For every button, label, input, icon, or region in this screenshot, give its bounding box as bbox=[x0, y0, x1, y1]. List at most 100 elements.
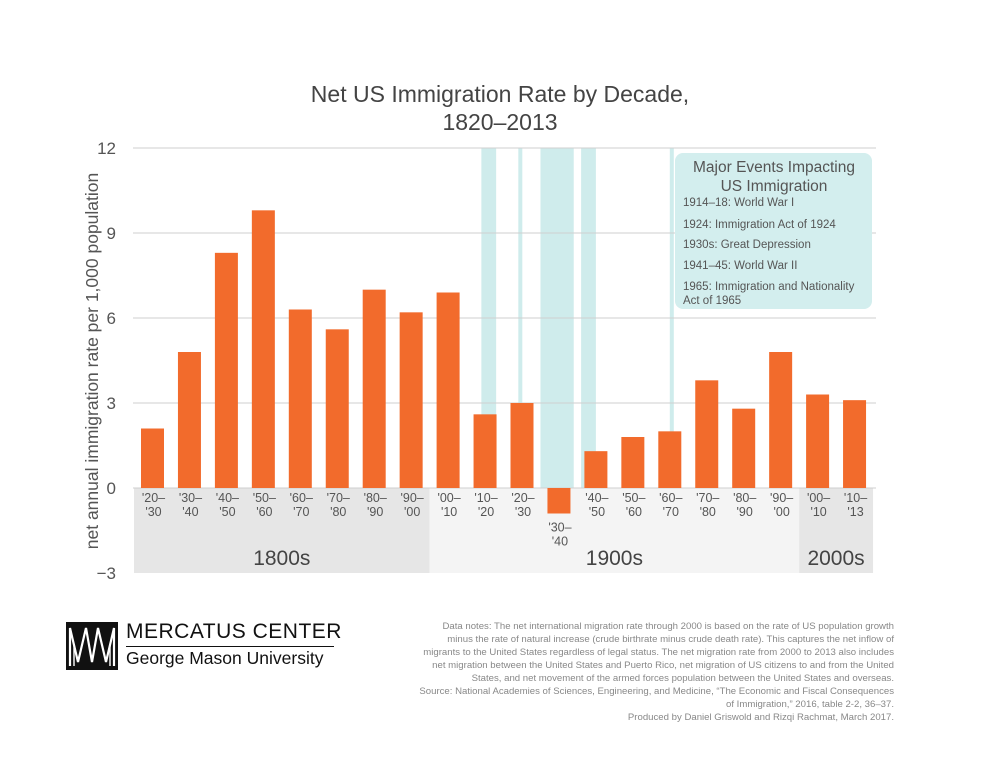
x-tick-label-line: '13 bbox=[847, 505, 863, 519]
bar-12 bbox=[584, 451, 608, 488]
century-band-1900s bbox=[429, 488, 800, 573]
x-tick-label-line: '00– bbox=[437, 491, 460, 505]
legend-item-line: 1930s: Great Depression bbox=[683, 239, 811, 251]
bar-0 bbox=[141, 428, 164, 488]
y-tick-label: 9 bbox=[107, 224, 116, 243]
x-tick-label-line: '90 bbox=[737, 505, 753, 519]
x-tick-label-line: '00 bbox=[774, 505, 790, 519]
x-tick-label-line: '60 bbox=[626, 505, 642, 519]
x-tick-label: '10– '20 bbox=[474, 491, 497, 519]
legend-item: 1914–18: World War I bbox=[683, 197, 794, 209]
x-tick-label: '80– '90 bbox=[364, 491, 387, 519]
x-tick-label: '70– '80 bbox=[327, 491, 350, 519]
century-band-1800s bbox=[134, 488, 430, 573]
x-tick-label: '20– '30 bbox=[142, 491, 165, 519]
note-line: net migration between the United States … bbox=[432, 660, 894, 671]
x-tick-label: '70– '80 bbox=[696, 491, 719, 519]
bar-17 bbox=[769, 352, 793, 488]
x-tick-label-line: '80 bbox=[330, 505, 346, 519]
bar-2 bbox=[214, 252, 238, 488]
x-tick-label-line: '50 bbox=[219, 505, 235, 519]
bar-18 bbox=[806, 394, 830, 488]
x-tick-label: '20– '30 bbox=[511, 491, 534, 519]
legend-box bbox=[675, 153, 872, 309]
x-tick-label-line: '70– bbox=[696, 491, 719, 505]
legend-title-line1: Major Events Impacting bbox=[693, 159, 855, 176]
x-tick-label-line: '00 bbox=[404, 505, 420, 519]
x-tick-label: '80– '90 bbox=[733, 491, 756, 519]
note-line: Source: National Academies of Sciences, … bbox=[419, 686, 894, 697]
x-tick-label-line: '70 bbox=[293, 505, 309, 519]
x-tick-label: '00– '10 bbox=[437, 491, 460, 519]
note-line: Data notes: The net international migrat… bbox=[442, 621, 894, 632]
x-tick-label-line: '40 bbox=[552, 535, 568, 549]
x-tick-label: '10– '13 bbox=[844, 491, 867, 519]
x-tick-label-line: '70 bbox=[663, 505, 679, 519]
legend-item-line: Act of 1965 bbox=[683, 295, 741, 307]
x-tick-label-line: '60 bbox=[256, 505, 272, 519]
y-tick-label: 3 bbox=[107, 394, 116, 413]
century-label-1900s: 1900s bbox=[586, 547, 643, 570]
chart-title: Net US Immigration Rate by Decade, 1820–… bbox=[0, 80, 1000, 136]
x-tick-label-line: '80 bbox=[700, 505, 716, 519]
bar-16 bbox=[732, 408, 756, 488]
x-tick-label-line: '10– bbox=[844, 491, 867, 505]
x-tick-label-line: '30 bbox=[145, 505, 161, 519]
y-tick-label: 0 bbox=[107, 479, 116, 498]
x-tick-label: '60– '70 bbox=[659, 491, 682, 519]
legend-item: 1965: Immigration and Nationality Act of … bbox=[683, 281, 855, 307]
x-tick-label-line: '30– bbox=[179, 491, 202, 505]
x-tick-label: '00– '10 bbox=[807, 491, 830, 519]
x-tick-label-line: '40– bbox=[216, 491, 239, 505]
y-tick-label: 12 bbox=[97, 139, 116, 158]
bar-5 bbox=[325, 329, 349, 488]
legend-item: 1930s: Great Depression bbox=[683, 239, 811, 251]
x-tick-label-line: '20– bbox=[511, 491, 534, 505]
bar-1 bbox=[177, 352, 201, 488]
mercatus-logo: MERCATUS CENTER George Mason University bbox=[66, 620, 356, 670]
x-tick-label-line: '80– bbox=[364, 491, 387, 505]
x-tick-label-line: '90– bbox=[401, 491, 424, 505]
century-label-2000s: 2000s bbox=[807, 547, 864, 570]
note-line: Produced by Daniel Griswold and Rizqi Ra… bbox=[627, 712, 894, 723]
x-tick-label: '50– '60 bbox=[622, 491, 645, 519]
x-tick-label-line: '50 bbox=[589, 505, 605, 519]
chart-title-line2: 1820–2013 bbox=[442, 109, 558, 135]
bar-19 bbox=[843, 400, 867, 488]
bar-9 bbox=[473, 414, 497, 488]
note-line: States, and net movement of the armed fo… bbox=[471, 673, 894, 684]
x-tick-label-line: '90– bbox=[770, 491, 793, 505]
bar-10 bbox=[510, 403, 534, 488]
bar-15 bbox=[695, 380, 719, 488]
bar-14 bbox=[658, 431, 682, 488]
x-tick-label-line: '80– bbox=[733, 491, 756, 505]
x-tick-label-line: '30 bbox=[515, 505, 531, 519]
note-line: minus the rate of natural increase (crud… bbox=[447, 634, 894, 645]
x-tick-label-line: '30– bbox=[548, 521, 571, 535]
x-tick-label-line: '10 bbox=[810, 505, 826, 519]
x-tick-label-line: '10 bbox=[441, 505, 457, 519]
y-tick-label: −3 bbox=[97, 564, 116, 583]
mercatus-logo-mark-icon bbox=[66, 622, 118, 670]
x-tick-label-line: '90 bbox=[367, 505, 383, 519]
note-line: of Immigration,” 2016, table 2-2, 36–37. bbox=[726, 699, 894, 710]
legend-item: 1924: Immigration Act of 1924 bbox=[683, 219, 836, 231]
x-tick-label-line: '10– bbox=[474, 491, 497, 505]
x-tick-label-line: '60– bbox=[290, 491, 313, 505]
x-tick-label-line: '40 bbox=[182, 505, 198, 519]
bar-7 bbox=[399, 312, 423, 488]
chart-title-line1: Net US Immigration Rate by Decade, bbox=[310, 81, 690, 107]
x-tick-label: '30– '40 bbox=[179, 491, 202, 519]
x-tick-label: '60– '70 bbox=[290, 491, 313, 519]
x-tick-label-line: '20– bbox=[142, 491, 165, 505]
x-tick-label: '90– '00 bbox=[401, 491, 424, 519]
x-tick-label: '30– '40 bbox=[548, 521, 571, 549]
x-tick-label: '50– '60 bbox=[253, 491, 276, 519]
x-tick-label-line: '50– bbox=[253, 491, 276, 505]
x-tick-label: '90– '00 bbox=[770, 491, 793, 519]
bar-11 bbox=[547, 488, 571, 514]
logo-subtitle: George Mason University bbox=[126, 648, 324, 668]
logo-divider bbox=[126, 646, 334, 647]
x-tick-label-line: '50– bbox=[622, 491, 645, 505]
